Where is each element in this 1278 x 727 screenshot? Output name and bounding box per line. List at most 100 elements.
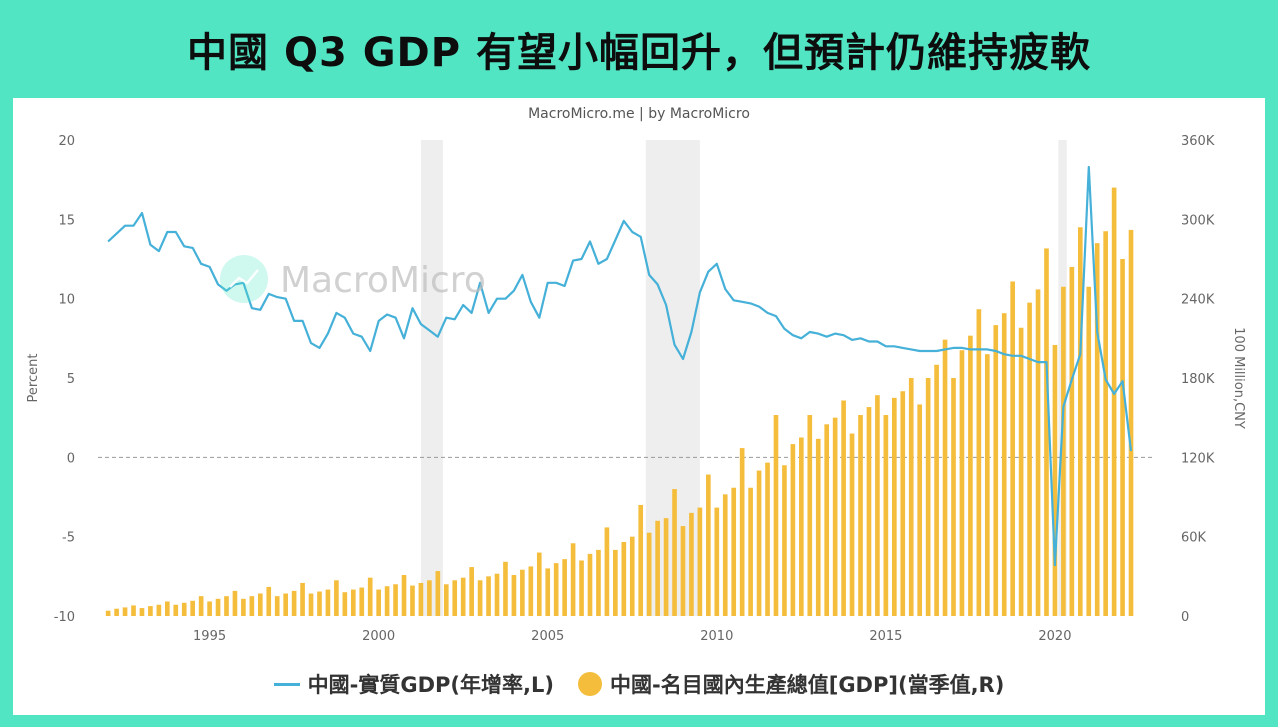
gdp-bar bbox=[545, 568, 551, 616]
gdp-bar bbox=[410, 585, 415, 616]
gdp-bar bbox=[317, 591, 322, 616]
gdp-bar bbox=[655, 520, 660, 616]
gdp-bar bbox=[148, 606, 153, 616]
gdp-bar bbox=[418, 582, 424, 616]
gdp-bar bbox=[1086, 286, 1092, 616]
gdp-bar bbox=[815, 438, 821, 616]
right-tick-label: 120K bbox=[1181, 451, 1215, 466]
watermark-logo-icon bbox=[220, 255, 268, 303]
gdp-bar bbox=[570, 543, 576, 616]
gdp-bar bbox=[866, 407, 872, 616]
gdp-bar bbox=[1069, 266, 1075, 616]
gdp-bar bbox=[131, 605, 136, 616]
left-axis-title: Percent bbox=[26, 354, 41, 403]
gdp-bar bbox=[207, 601, 212, 616]
gdp-bar bbox=[587, 553, 593, 616]
x-tick-label: 2000 bbox=[362, 629, 395, 644]
gdp-bar bbox=[1120, 259, 1125, 616]
x-tick-label: 2005 bbox=[531, 629, 564, 644]
gdp-bar bbox=[782, 465, 787, 616]
gdp-bar bbox=[1035, 289, 1041, 616]
gdp-bar bbox=[536, 552, 542, 616]
right-tick-label: 300K bbox=[1181, 213, 1215, 228]
gdp-bar bbox=[807, 415, 813, 616]
gdp-bar bbox=[477, 580, 483, 616]
gdp-bar bbox=[1027, 302, 1032, 616]
gdp-bar bbox=[1044, 248, 1049, 616]
gdp-bar bbox=[511, 575, 517, 616]
gdp-bar bbox=[283, 593, 288, 616]
gdp-bar bbox=[891, 397, 897, 616]
gdp-bar bbox=[503, 561, 508, 616]
gdp-bar bbox=[401, 575, 407, 616]
gdp-bar bbox=[367, 577, 373, 616]
gdp-bar bbox=[173, 604, 179, 616]
gdp-bar bbox=[528, 566, 534, 616]
gdp-bars bbox=[105, 187, 1134, 616]
gdp-bar bbox=[621, 541, 627, 616]
gdp-bar bbox=[350, 589, 356, 616]
gdp-bar bbox=[1111, 187, 1117, 616]
gdp-bar bbox=[520, 569, 525, 616]
gdp-bar bbox=[224, 596, 229, 616]
left-tick-label: -5 bbox=[62, 531, 75, 546]
gdp-bar bbox=[1128, 229, 1134, 616]
gdp-bar bbox=[553, 563, 559, 616]
gdp-bar bbox=[799, 437, 804, 616]
gdp-bar bbox=[198, 596, 204, 616]
gdp-bar bbox=[629, 536, 635, 616]
gdp-bar bbox=[435, 571, 441, 616]
gdp-bar bbox=[984, 354, 990, 616]
gdp-bar bbox=[393, 584, 398, 616]
gdp-bar bbox=[1077, 227, 1083, 616]
gdp-bar bbox=[325, 589, 331, 616]
gdp-bar bbox=[300, 582, 305, 616]
gdp-bar bbox=[714, 507, 720, 616]
right-tick-label: 60K bbox=[1181, 531, 1207, 546]
watermark-text: MacroMicro bbox=[280, 260, 486, 301]
gdp-bar bbox=[181, 602, 187, 616]
gdp-bar bbox=[257, 593, 263, 616]
gdp-bar bbox=[849, 433, 855, 616]
page-title: 中國 Q3 GDP 有望小幅回升，但預計仍維持疲軟 bbox=[187, 30, 1091, 76]
gdp-bar bbox=[756, 470, 762, 616]
gdp-bar bbox=[613, 549, 618, 616]
gdp-bar bbox=[722, 494, 728, 616]
gdp-bar bbox=[841, 400, 846, 616]
legend-item-real-gdp[interactable]: 中國-實質GDP(年增率,L) bbox=[273, 669, 554, 699]
right-tick-label: 360K bbox=[1181, 134, 1215, 149]
gdp-bar bbox=[968, 335, 973, 616]
legend-item-nominal-gdp[interactable]: 中國-名目國內生產總值[GDP](當季值,R) bbox=[578, 669, 1004, 699]
gdp-bar bbox=[376, 589, 381, 616]
gdp-bar bbox=[875, 395, 880, 616]
gdp-bar bbox=[1001, 313, 1007, 616]
gdp-bar bbox=[1052, 344, 1058, 616]
gdp-bar bbox=[731, 487, 737, 616]
gdp-bar bbox=[308, 593, 314, 616]
legend-label-nominal-gdp: 中國-名目國內生產總值[GDP](當季值,R) bbox=[610, 673, 1005, 697]
gdp-bar bbox=[832, 417, 838, 616]
right-tick-label: 0 bbox=[1181, 610, 1189, 625]
x-tick-label: 2020 bbox=[1038, 629, 1071, 644]
gdp-bar bbox=[156, 604, 162, 616]
gdp-bar bbox=[604, 527, 610, 616]
gdp-bar bbox=[672, 489, 677, 616]
gdp-bar bbox=[164, 601, 170, 616]
gdp-bar bbox=[105, 610, 111, 616]
gdp-bar bbox=[646, 532, 652, 616]
gdp-bar bbox=[342, 592, 348, 616]
gdp-bar bbox=[384, 586, 390, 616]
recession-band-0 bbox=[420, 140, 443, 616]
chart-panel: MacroMicro 20 15 10 5 0 -5 -10 360K 300K 240K 180… bbox=[13, 98, 1265, 715]
gdp-bar bbox=[697, 507, 703, 616]
right-tick-label: 240K bbox=[1181, 293, 1215, 308]
gdp-bar bbox=[486, 576, 491, 616]
gdp-bar bbox=[190, 600, 196, 616]
gdp-bar bbox=[638, 504, 644, 616]
gdp-bar bbox=[562, 559, 567, 616]
gdp-bar bbox=[443, 584, 449, 616]
gdp-bar bbox=[596, 549, 601, 616]
left-tick-label: -10 bbox=[54, 610, 75, 625]
left-tick-label: 10 bbox=[58, 293, 75, 308]
gdp-bar bbox=[689, 512, 694, 616]
